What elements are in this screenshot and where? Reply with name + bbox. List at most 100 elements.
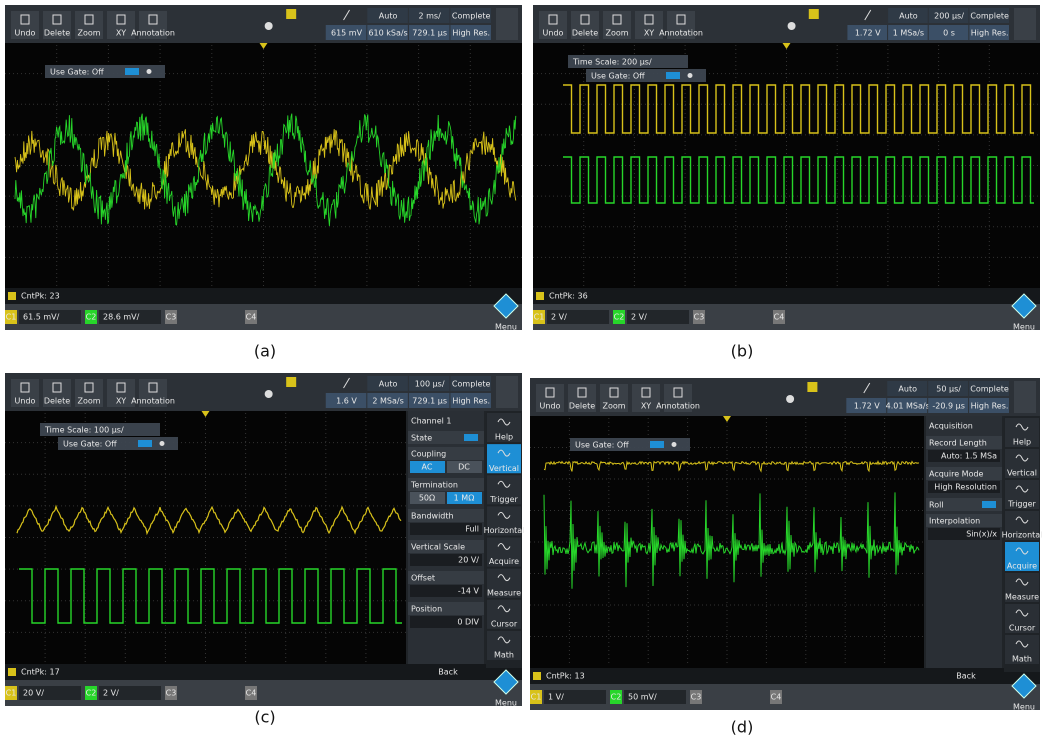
info-time-scale: 100 µs/ xyxy=(415,380,445,389)
settings-label: Termination xyxy=(410,481,458,490)
gate-toggle[interactable] xyxy=(138,440,152,447)
channel-name: C4 xyxy=(246,313,257,322)
channel-bar xyxy=(530,684,1040,710)
back-button[interactable]: Back xyxy=(438,668,458,677)
settings-value: Full xyxy=(465,525,479,534)
sidebar-label: Cursor xyxy=(491,619,518,628)
count-text: CntPk: 13 xyxy=(546,672,585,681)
caption: (b) xyxy=(731,342,754,361)
channel-name: C1 xyxy=(6,313,17,322)
count-icon xyxy=(536,292,544,300)
sidebar-label: Measure xyxy=(487,588,521,597)
count-text: CntPk: 17 xyxy=(21,668,60,677)
count-icon xyxy=(533,672,541,680)
channel-scale: 61.5 mV/ xyxy=(23,313,60,322)
back-button[interactable]: Back xyxy=(956,672,976,681)
sidebar-label: Help xyxy=(495,433,513,442)
caption: (a) xyxy=(254,342,276,361)
logo-area xyxy=(496,8,518,40)
info-acq-mode: High Res. xyxy=(971,29,1009,38)
sidebar-label: Help xyxy=(1013,438,1031,447)
scope-screenshot: (b)UndoDeleteZoomXYAnnotationAuto200 µs/… xyxy=(533,5,1040,361)
info-time-scale: 50 µs/ xyxy=(936,385,961,394)
button-label: XY xyxy=(116,397,126,406)
info-acq-status: Complete xyxy=(452,12,491,21)
gate-settings xyxy=(160,441,165,446)
menu-label: Menu xyxy=(495,323,517,332)
channel-name: C2 xyxy=(86,313,97,322)
info-trigger-mode: Auto xyxy=(379,12,398,21)
settings-value: 0 DIV xyxy=(457,618,479,627)
settings-label: State xyxy=(411,434,432,443)
channel-scale: 2 V/ xyxy=(103,689,119,698)
toggle[interactable] xyxy=(464,434,478,441)
info-trigger-mode: Auto xyxy=(898,385,917,394)
channel-name: C1 xyxy=(6,689,17,698)
button-label: Annotation xyxy=(659,29,703,38)
toggle[interactable] xyxy=(982,501,996,508)
trigger-icon xyxy=(286,9,296,19)
button-label: Annotation xyxy=(656,402,700,411)
settings-label: Bandwidth xyxy=(411,512,454,521)
button-label: Undo xyxy=(540,402,561,411)
gate-toggle[interactable] xyxy=(125,68,139,75)
count-row xyxy=(533,288,1040,304)
sidebar-label: Cursor xyxy=(1009,624,1036,633)
settings-label: Offset xyxy=(411,574,435,583)
info-sample-rate: 610 kSa/s xyxy=(368,29,407,38)
trigger-icon xyxy=(807,382,817,392)
info-acq-status: Complete xyxy=(970,12,1009,21)
channel-name: C3 xyxy=(694,313,705,322)
settings-value: Sin(x)/x xyxy=(966,530,997,539)
info-sample-rate: 1 MSa/s xyxy=(893,29,924,38)
info-position: 0 s xyxy=(943,29,955,38)
settings-value: Auto: 1.5 MSa xyxy=(941,452,997,461)
button-label: Undo xyxy=(15,397,36,406)
info-position: 729.1 µs xyxy=(412,397,447,406)
button-label: Zoom xyxy=(605,29,628,38)
sidebar-label: Trigger xyxy=(1007,500,1036,509)
button-label: Delete xyxy=(44,397,70,406)
gate-toggle[interactable] xyxy=(650,441,664,448)
logo-area xyxy=(496,376,518,408)
scope-screenshot: (a)UndoDeleteZoomXYAnnotationAuto2 ms/Co… xyxy=(5,5,522,361)
caption: (c) xyxy=(254,708,275,727)
sidebar-label: Math xyxy=(494,651,514,660)
info-acq-mode: High Res. xyxy=(452,29,490,38)
channel-scale: 1 V/ xyxy=(548,693,564,702)
button-label: XY xyxy=(116,29,126,38)
info-position: -20.9 µs xyxy=(932,402,965,411)
sidebar-label: Vertical xyxy=(489,464,519,473)
info-trigger-level: 1.6 V xyxy=(336,397,357,406)
gate-settings xyxy=(147,69,152,74)
settings-title: Acquisition xyxy=(929,422,973,431)
settings-label: Interpolation xyxy=(929,517,980,526)
info-acq-mode: High Res. xyxy=(452,397,490,406)
button-label: Zoom xyxy=(77,29,100,38)
overlay-text: Use Gate: Off xyxy=(50,68,104,77)
button-label: Zoom xyxy=(602,402,625,411)
channel-scale: 28.6 mV/ xyxy=(103,313,140,322)
settings-icon xyxy=(786,395,794,403)
channel-bar xyxy=(533,304,1040,330)
trigger-icon xyxy=(809,9,819,19)
sidebar-label: Measure xyxy=(1005,593,1039,602)
sidebar-label: Acquire xyxy=(489,557,519,566)
settings-title: Channel 1 xyxy=(411,417,451,426)
channel-bar xyxy=(5,680,522,706)
channel-name: C2 xyxy=(614,313,625,322)
button-label: Annotation xyxy=(131,29,175,38)
channel-name: C4 xyxy=(771,693,782,702)
sidebar-label: Acquire xyxy=(1007,562,1037,571)
gate-toggle[interactable] xyxy=(666,72,680,79)
gate-settings xyxy=(688,73,693,78)
menu-label: Menu xyxy=(495,699,517,708)
overlay-text: Use Gate: Off xyxy=(63,440,117,449)
channel-bar xyxy=(5,304,522,330)
overlay-text: Use Gate: Off xyxy=(591,72,645,81)
settings-icon xyxy=(788,22,796,30)
info-trigger-mode: Auto xyxy=(379,380,398,389)
settings-value: -14 V xyxy=(458,587,480,596)
caption: (d) xyxy=(731,718,754,737)
info-position: 729.1 µs xyxy=(412,29,447,38)
